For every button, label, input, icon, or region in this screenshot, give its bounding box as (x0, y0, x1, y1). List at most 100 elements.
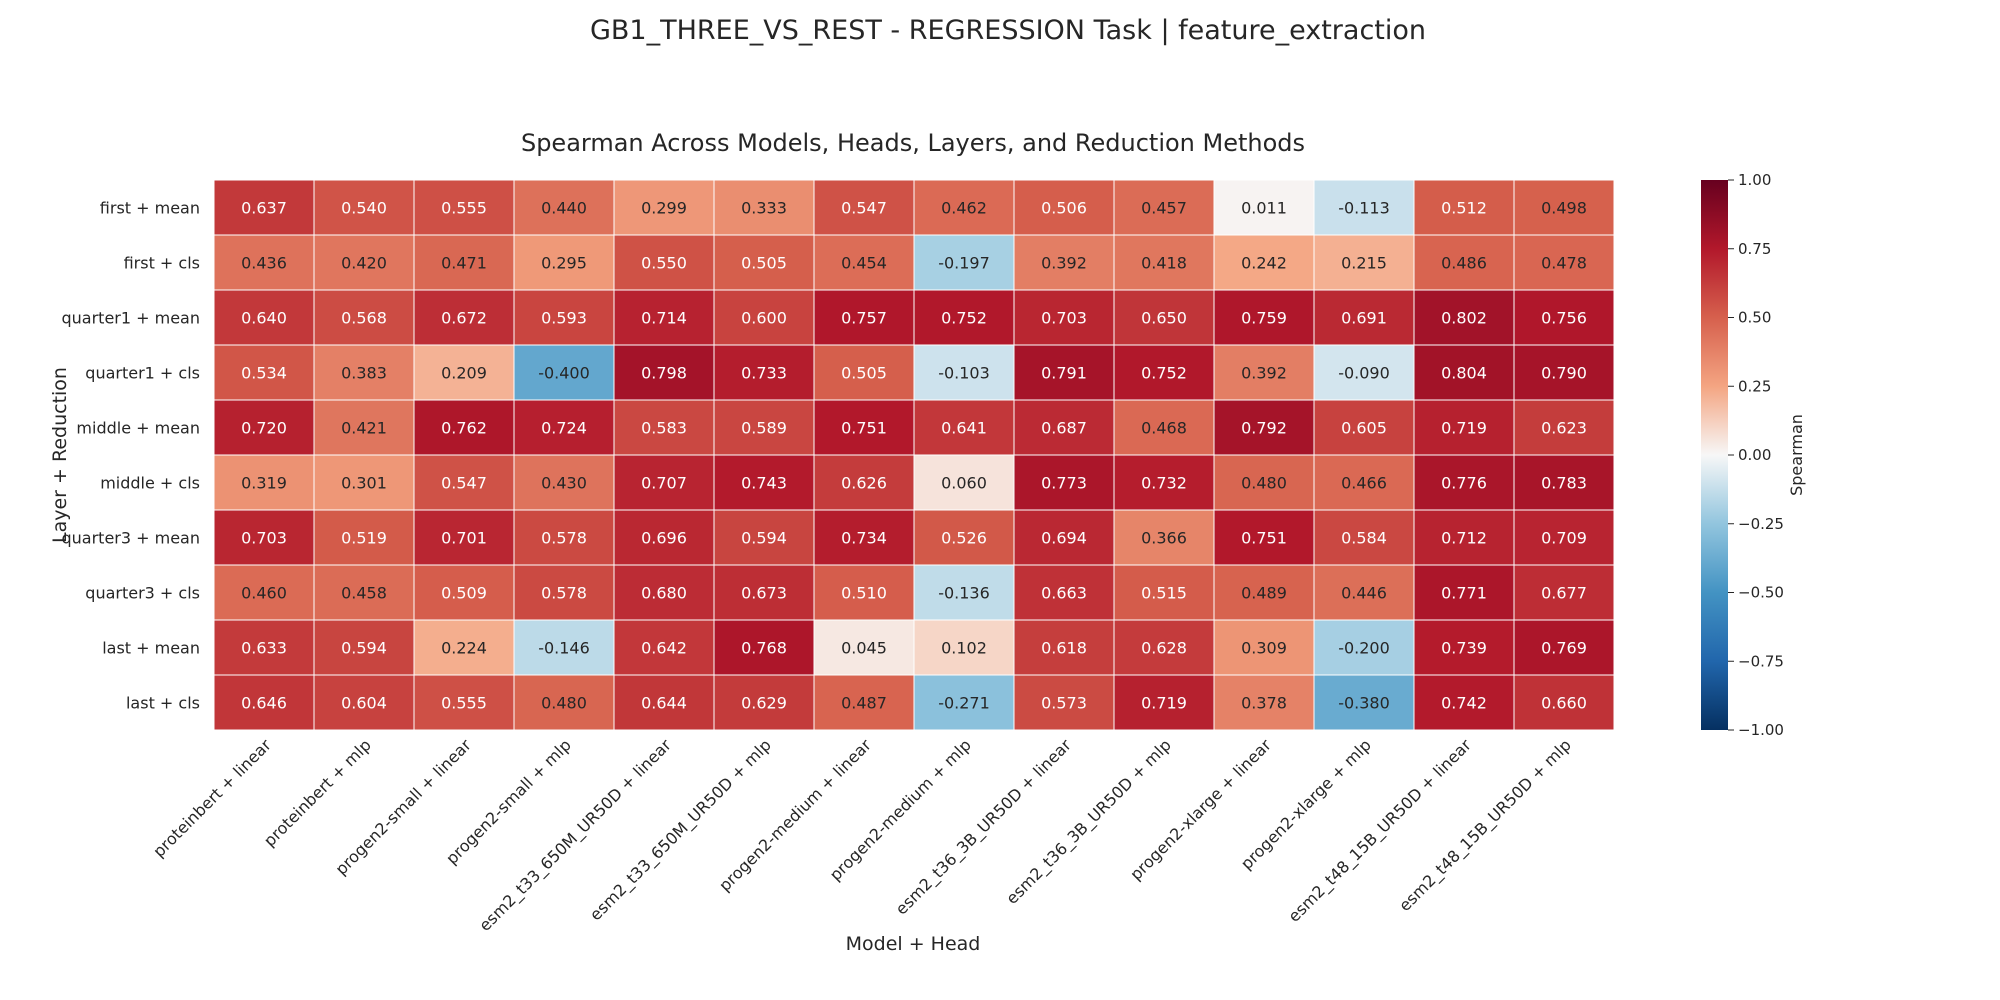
colorbar-tick-label: 0.00 (1738, 446, 1771, 464)
heatmap-cell (1513, 619, 1615, 676)
cell-value-label: 0.011 (1241, 199, 1287, 218)
cell-value-label: 0.460 (241, 584, 287, 603)
cell-value-label: 0.660 (1541, 694, 1587, 713)
heatmap-cell (1213, 344, 1315, 401)
cell-value-label: 0.771 (1441, 584, 1487, 603)
cell-value-label: 0.733 (741, 364, 787, 383)
cell-value-label: 0.540 (341, 199, 387, 218)
cell-value-label: 0.732 (1141, 474, 1187, 493)
colorbar-tick-label: 0.75 (1738, 240, 1771, 258)
heatmap-cell (613, 674, 715, 731)
cell-value-label: 0.420 (341, 254, 387, 273)
heatmap-cell (813, 564, 915, 621)
heatmap-cell (813, 619, 915, 676)
cell-value-label: -0.103 (938, 364, 990, 383)
cell-value-label: 0.454 (841, 254, 887, 273)
heatmap-cell (813, 454, 915, 511)
cell-value-label: 0.604 (341, 694, 387, 713)
heatmap-cell (1213, 234, 1315, 291)
heatmap-cell (913, 289, 1015, 346)
heatmap-cell (1013, 344, 1115, 401)
cell-value-label: 0.759 (1241, 309, 1287, 328)
y-axis-label: Layer + Reduction (49, 367, 71, 543)
cell-value-label: 0.457 (1141, 199, 1187, 218)
heatmap-cell (413, 179, 515, 236)
colorbar (1701, 180, 1728, 730)
cell-value-label: 0.436 (241, 254, 287, 273)
cell-value-labels: 0.637 0.540 0.555 0.440 0.299 0.333 0.547 0.462… (241, 199, 1587, 713)
cell-value-label: 0.742 (1441, 694, 1487, 713)
cell-value-label: 0.798 (641, 364, 687, 383)
heatmap-cell (1313, 179, 1415, 236)
heatmap-cell (213, 619, 315, 676)
cell-value-label: 0.480 (541, 694, 587, 713)
heatmap-cell (1513, 399, 1615, 456)
cell-value-label: 0.045 (841, 639, 887, 658)
cell-value-label: -0.136 (938, 584, 990, 603)
colorbar-ticks: 1.00 0.75 0.50 0.25 0.00 −0.25 −0.50 −0.75 −1.00 (1728, 171, 1784, 739)
x-tick-label: esm2_t36_3B_UR50D + mlp (1002, 735, 1175, 908)
x-tick-label: esm2_t33_650M_UR50D + linear (475, 735, 676, 936)
cell-value-label: 0.644 (641, 694, 687, 713)
cell-value-label: 0.637 (241, 199, 287, 218)
cell-value-label: -0.113 (1338, 199, 1390, 218)
heatmap-cell (913, 509, 1015, 566)
cell-value-label: 0.489 (1241, 584, 1287, 603)
cell-value-label: 0.589 (741, 419, 787, 438)
heatmap-cell (813, 509, 915, 566)
cell-value-label: 0.640 (241, 309, 287, 328)
x-tick-label: esm2_t48_15B_UR50D + mlp (1395, 735, 1575, 915)
heatmap-cell (1513, 179, 1615, 236)
heatmap-cell (813, 234, 915, 291)
cell-value-label: 0.720 (241, 419, 287, 438)
chart-title: Spearman Across Models, Heads, Layers, a… (521, 129, 1305, 157)
y-tick-label: last + cls (126, 694, 200, 713)
y-tick-label: first + mean (100, 199, 200, 218)
heatmap-cell (1013, 674, 1115, 731)
heatmap-cell (1413, 674, 1515, 731)
heatmap-cell (1513, 454, 1615, 511)
cell-value-label: 0.680 (641, 584, 687, 603)
cell-value-label: 0.724 (541, 419, 587, 438)
heatmap-cell (713, 344, 815, 401)
cell-value-label: 0.446 (1341, 584, 1387, 603)
cell-value-label: 0.418 (1141, 254, 1187, 273)
cell-value-label: 0.773 (1041, 474, 1087, 493)
y-tick-label: quarter1 + mean (61, 309, 200, 328)
cell-value-label: 0.756 (1541, 309, 1587, 328)
cell-value-label: 0.383 (341, 364, 387, 383)
heatmap-cell (1213, 454, 1315, 511)
cell-value-label: 0.480 (1241, 474, 1287, 493)
cell-value-label: 0.478 (1541, 254, 1587, 273)
heatmap-cell (1013, 234, 1115, 291)
heatmap-cell (513, 509, 615, 566)
heatmap-cell (1213, 509, 1315, 566)
x-tick-label: proteinbert + mlp (260, 735, 375, 850)
cell-value-label: 0.550 (641, 254, 687, 273)
heatmap-cell (1313, 344, 1415, 401)
cell-value-label: -0.380 (1338, 694, 1390, 713)
cell-value-label: 0.694 (1041, 529, 1087, 548)
cell-value-label: 0.468 (1141, 419, 1187, 438)
colorbar-label: Spearman (1787, 414, 1806, 496)
heatmap-cell (313, 234, 415, 291)
cell-value-label: 0.301 (341, 474, 387, 493)
heatmap-cell (713, 564, 815, 621)
heatmap-cell (1113, 179, 1215, 236)
x-tick-label: esm2_t33_650M_UR50D + mlp (586, 735, 776, 925)
cell-value-label: 0.568 (341, 309, 387, 328)
heatmap-cell (313, 564, 415, 621)
heatmap-cell (613, 344, 715, 401)
heatmap-cell (1313, 454, 1415, 511)
heatmap-cell (813, 344, 915, 401)
y-tick-labels: first + mean first + cls quarter1 + mean qu… (61, 199, 200, 713)
heatmap-cell (1313, 619, 1415, 676)
heatmap-cell (713, 674, 815, 731)
heatmap-cell (1513, 509, 1615, 566)
cell-value-label: 0.605 (1341, 419, 1387, 438)
cell-value-label: 0.440 (541, 199, 587, 218)
cell-value-label: 0.703 (241, 529, 287, 548)
colorbar-tick-label: −1.00 (1738, 721, 1784, 739)
heatmap-cell (213, 289, 315, 346)
